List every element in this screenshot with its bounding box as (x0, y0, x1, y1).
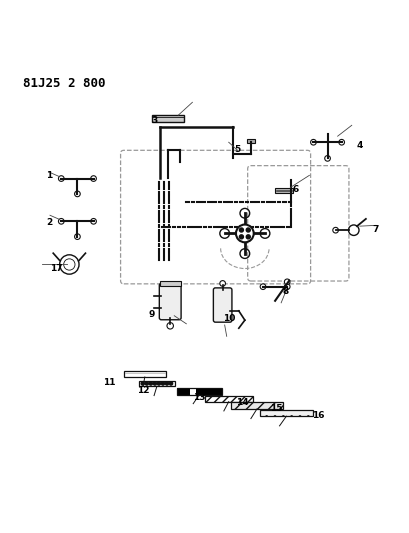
Circle shape (348, 225, 359, 236)
Circle shape (91, 219, 97, 224)
Bar (160, 281, 181, 286)
Circle shape (64, 259, 75, 270)
Circle shape (165, 382, 169, 385)
Circle shape (246, 235, 250, 239)
Bar (152, 115, 184, 123)
Text: 16: 16 (312, 411, 324, 421)
Circle shape (58, 219, 64, 224)
Circle shape (236, 224, 254, 243)
Text: 8: 8 (282, 287, 288, 296)
Circle shape (145, 382, 148, 385)
Text: 81J25 2 800: 81J25 2 800 (23, 77, 106, 90)
Bar (177, 389, 184, 395)
Circle shape (325, 156, 330, 161)
Circle shape (167, 322, 173, 329)
Bar (203, 389, 209, 395)
Circle shape (169, 382, 173, 385)
Circle shape (220, 280, 225, 286)
Text: 10: 10 (223, 313, 236, 322)
Circle shape (60, 255, 79, 274)
Circle shape (246, 228, 250, 232)
Bar (204, 396, 253, 402)
Text: 12: 12 (137, 386, 149, 395)
Circle shape (58, 176, 64, 181)
Circle shape (333, 228, 338, 233)
Circle shape (149, 382, 153, 385)
Circle shape (74, 191, 80, 197)
Bar (177, 389, 222, 395)
Circle shape (239, 228, 243, 232)
Text: 14: 14 (236, 398, 249, 407)
Bar (190, 389, 196, 395)
Circle shape (284, 279, 290, 285)
Text: 7: 7 (373, 225, 379, 234)
Text: 3: 3 (151, 116, 157, 125)
Circle shape (91, 176, 97, 181)
Circle shape (74, 234, 80, 239)
Circle shape (157, 382, 160, 385)
Text: 4: 4 (357, 141, 363, 150)
Bar (184, 389, 190, 395)
Circle shape (284, 284, 290, 289)
Bar (247, 139, 255, 143)
FancyBboxPatch shape (160, 284, 181, 320)
Bar (231, 402, 283, 409)
Circle shape (239, 235, 243, 239)
Bar (139, 381, 175, 386)
Bar (124, 372, 166, 377)
Circle shape (161, 382, 164, 385)
Text: 17: 17 (50, 264, 62, 273)
Bar (260, 410, 312, 416)
Text: 2: 2 (46, 217, 52, 227)
Text: 9: 9 (148, 310, 155, 319)
Text: 13: 13 (193, 393, 206, 402)
Text: 1: 1 (46, 171, 52, 180)
Bar (196, 389, 203, 395)
Circle shape (310, 140, 316, 145)
Bar (209, 389, 216, 395)
FancyBboxPatch shape (213, 288, 232, 322)
Circle shape (260, 284, 266, 289)
Text: 5: 5 (234, 145, 241, 154)
Circle shape (153, 382, 157, 385)
Text: 15: 15 (270, 405, 283, 414)
Circle shape (339, 140, 344, 145)
Text: 11: 11 (103, 378, 116, 387)
Bar (216, 389, 222, 395)
Text: 6: 6 (292, 184, 299, 193)
Bar (275, 188, 293, 193)
Circle shape (141, 382, 144, 385)
